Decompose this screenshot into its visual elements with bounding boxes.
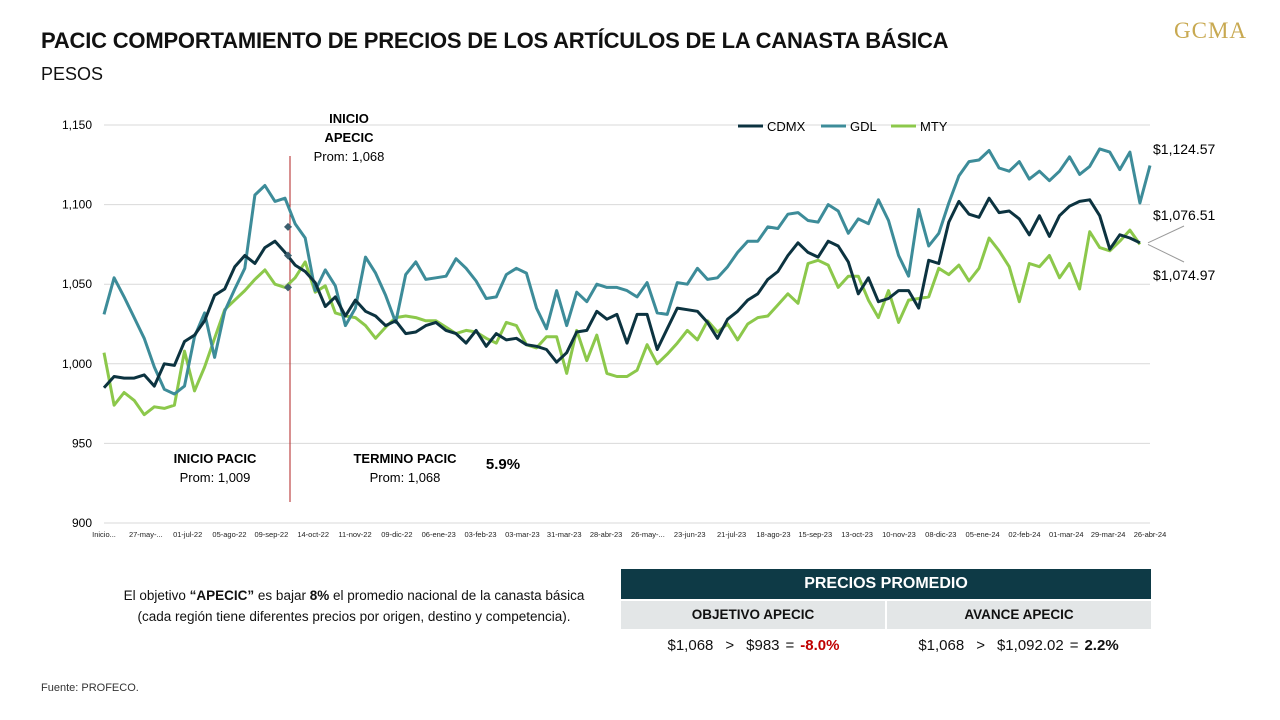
gcma-logo: GCMA bbox=[1174, 18, 1248, 43]
series-line-mty bbox=[102, 228, 1142, 417]
avance-op1: > bbox=[976, 637, 985, 654]
termino-pacic-title: TERMINO PACIC bbox=[353, 451, 457, 466]
x-tick-label: 01-jul-22 bbox=[173, 530, 202, 539]
x-tick-label: 31-mar-23 bbox=[547, 530, 582, 539]
price-line-chart: 900 950 1,000 1,050 1,100 1,150 Inicio... 27-m… bbox=[62, 111, 1216, 539]
x-tick-label: Inicio... bbox=[92, 530, 116, 539]
objetivo-target: $983 bbox=[746, 637, 780, 654]
x-tick-label: 02-feb-24 bbox=[1008, 530, 1040, 539]
x-tick-label: 27-may-... bbox=[129, 530, 163, 539]
avance-result: 2.2% bbox=[1084, 637, 1119, 654]
leader-line-mty bbox=[1147, 243, 1185, 263]
objetivo-op2: = bbox=[785, 637, 795, 654]
y-tick-label: 1,050 bbox=[62, 277, 92, 291]
y-axis: 900 950 1,000 1,050 1,100 1,150 bbox=[62, 118, 92, 530]
mty-last-value-label: $1,074.97 bbox=[1153, 267, 1215, 283]
apecic-marker bbox=[284, 222, 292, 231]
y-tick-label: 900 bbox=[72, 516, 92, 530]
page-title: PACIC COMPORTAMIENTO DE PRECIOS DE LOS A… bbox=[41, 28, 949, 53]
chart-annotations: INICIO APECIC Prom: 1,068 INICIO PACIC P… bbox=[174, 111, 521, 485]
inicio-apecic-line1: INICIO bbox=[329, 111, 369, 126]
cdmx-last-value-label: $1,076.51 bbox=[1153, 207, 1215, 223]
x-tick-label: 13-oct-23 bbox=[841, 530, 873, 539]
note-prefix: El objetivo bbox=[123, 588, 190, 603]
legend-label-cdmx: CDMX bbox=[767, 119, 806, 134]
x-tick-label: 09-sep-22 bbox=[254, 530, 288, 539]
x-tick-label: 26-may-... bbox=[631, 530, 665, 539]
objetivo-base: $1,068 bbox=[667, 637, 714, 654]
average-prices-panel: PRECIOS PROMEDIO OBJETIVO APECIC AVANCE … bbox=[621, 569, 1151, 654]
x-tick-label: 10-nov-23 bbox=[882, 530, 916, 539]
inicio-pacic-title: INICIO PACIC bbox=[174, 451, 257, 466]
col-objetivo-apecic: OBJETIVO APECIC bbox=[621, 601, 885, 629]
objetivo-formula: $1,068 > $983 = -8.0% bbox=[621, 637, 886, 654]
avance-current: $1,092.02 bbox=[996, 637, 1064, 654]
objetivo-result: -8.0% bbox=[800, 637, 840, 654]
x-tick-label: 26-abr-24 bbox=[1134, 530, 1167, 539]
x-tick-label: 15-sep-23 bbox=[798, 530, 832, 539]
avance-base: $1,068 bbox=[918, 637, 965, 654]
col-avance-apecic: AVANCE APECIC bbox=[887, 601, 1151, 629]
note-suffix: el promedio nacional de la canasta básic… bbox=[137, 588, 585, 624]
series-lines bbox=[102, 147, 1152, 417]
x-tick-label: 11-nov-22 bbox=[338, 530, 371, 539]
x-tick-label: 09-dic-22 bbox=[381, 530, 412, 539]
x-tick-label: 05-ago-22 bbox=[212, 530, 246, 539]
note-pct: 8% bbox=[309, 588, 330, 603]
x-tick-label: 14-oct-22 bbox=[297, 530, 329, 539]
panel-header: PRECIOS PROMEDIO bbox=[621, 569, 1151, 599]
avance-op2: = bbox=[1069, 637, 1079, 654]
y-tick-label: 1,150 bbox=[62, 118, 92, 132]
x-tick-label: 03-mar-23 bbox=[505, 530, 540, 539]
apecic-marker bbox=[284, 251, 292, 260]
pacic-change-label: 5.9% bbox=[486, 456, 520, 473]
source-note: Fuente: PROFECO. bbox=[41, 682, 139, 694]
objective-note: El objetivo “APECIC” es bajar 8% el prom… bbox=[120, 585, 588, 627]
page-subtitle: PESOS bbox=[41, 64, 104, 84]
x-tick-label: 28-abr-23 bbox=[590, 530, 623, 539]
x-axis: Inicio... 27-may-... 01-jul-22 05-ago-22 09-… bbox=[92, 530, 1166, 539]
panel-values: $1,068 > $983 = -8.0% $1,068 > $1,092.02 = 2.2% bbox=[621, 637, 1151, 654]
note-mid: es bajar bbox=[254, 588, 310, 603]
termino-pacic-avg: Prom: 1,068 bbox=[370, 470, 441, 485]
x-tick-label: 03-feb-23 bbox=[465, 530, 497, 539]
x-tick-label: 21-jul-23 bbox=[717, 530, 746, 539]
chart-grid bbox=[104, 124, 1150, 524]
y-tick-label: 950 bbox=[72, 436, 92, 450]
x-tick-label: 05-ene-24 bbox=[966, 530, 1000, 539]
inicio-apecic-line2: APECIC bbox=[324, 130, 374, 145]
gdl-last-value-label: $1,124.57 bbox=[1153, 141, 1215, 157]
leader-line-cdmx bbox=[1147, 225, 1185, 244]
x-tick-label: 18-ago-23 bbox=[756, 530, 790, 539]
series-line-gdl bbox=[102, 147, 1152, 396]
x-tick-label: 08-dic-23 bbox=[925, 530, 956, 539]
panel-columns: OBJETIVO APECIC AVANCE APECIC bbox=[621, 601, 1151, 629]
end-value-labels: $1,124.57 $1,076.51 $1,074.97 bbox=[1147, 141, 1215, 283]
note-term: “APECIC” bbox=[189, 588, 255, 603]
y-tick-label: 1,100 bbox=[62, 198, 92, 212]
objetivo-op1: > bbox=[725, 637, 735, 654]
avance-formula: $1,068 > $1,092.02 = 2.2% bbox=[886, 637, 1151, 654]
apecic-marker bbox=[284, 283, 292, 292]
series-line-cdmx bbox=[102, 196, 1141, 389]
y-tick-label: 1,000 bbox=[62, 357, 92, 371]
inicio-pacic-avg: Prom: 1,009 bbox=[180, 470, 251, 485]
x-tick-label: 23-jun-23 bbox=[674, 530, 706, 539]
x-tick-label: 06-ene-23 bbox=[422, 530, 456, 539]
x-tick-label: 01-mar-24 bbox=[1049, 530, 1084, 539]
chart-legend: CDMX GDL MTY bbox=[738, 119, 948, 134]
inicio-apecic-avg: Prom: 1,068 bbox=[314, 149, 385, 164]
legend-label-mty: MTY bbox=[920, 119, 948, 134]
x-tick-label: 29-mar-24 bbox=[1091, 530, 1126, 539]
legend-label-gdl: GDL bbox=[850, 119, 877, 134]
